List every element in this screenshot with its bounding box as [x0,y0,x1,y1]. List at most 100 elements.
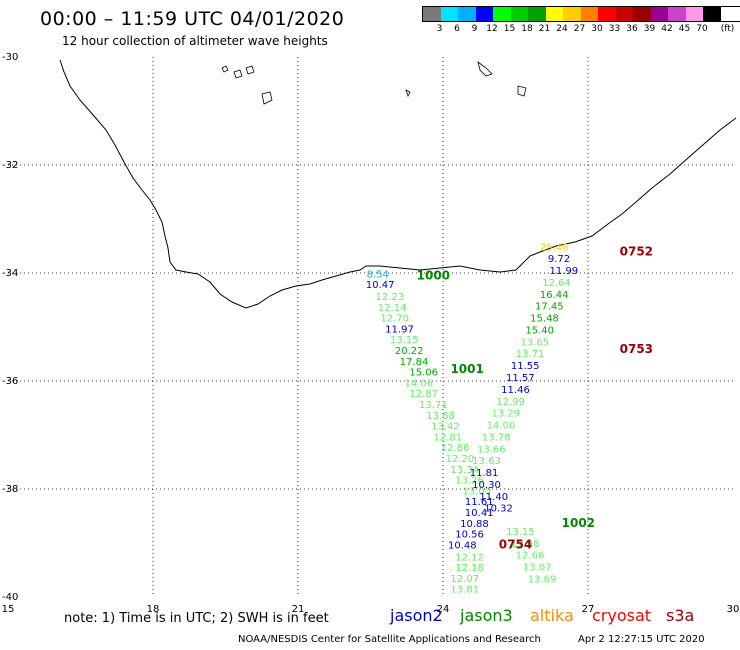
wave-height-value: 12.18 [455,563,484,574]
wave-height-value: 12.98 [511,539,540,550]
color-scale-swatch [440,7,458,21]
color-scale-label: 70 [696,24,708,34]
satellite-legend-s3a: s3a [666,606,695,625]
wave-height-value: 12.07 [450,574,479,585]
wave-height-value: 12.66 [516,551,545,562]
color-scale-label: 39 [643,24,656,34]
island-shape [245,65,255,75]
x-tick-label: 24 [437,604,450,615]
wave-height-value: 12.99 [496,397,525,408]
color-scale-label: (ft) [720,24,735,34]
color-scale-label: 6 [454,24,460,34]
wave-height-value: 10.88 [460,519,489,530]
color-scale: 3 6 9 12 15 18 21 24 27 30 33 36 39 42 45 70 (ft) [422,6,740,34]
color-scale-label: 27 [573,24,586,34]
color-scale-swatch [423,7,441,21]
wave-height-value: 13.29 [492,409,521,420]
color-scale-label: 36 [626,24,638,34]
color-scale-swatch [563,7,581,21]
wave-height-value: 11.55 [511,361,540,372]
color-scale-swatch [510,7,528,21]
wave-height-value: 13.34 [450,465,479,476]
color-scale-swatch [615,7,633,21]
wave-height-value: 12.12 [455,552,484,563]
page-subtitle: 12 hour collection of altimeter wave hei… [62,34,328,48]
axis-ticks: 15 18 21 24 27 30 -30 -32 -34 -36 -38 -40 [2,52,740,615]
wave-height-value: 13.26 [455,476,484,487]
wave-height-value: 14.00 [487,421,516,432]
wave-height-value: 10.47 [366,280,395,291]
wave-height-value: 13.78 [482,432,511,443]
wave-height-value: 16.44 [540,290,569,301]
wave-height-value: 11.40 [479,492,508,503]
wave-height-value: 11.99 [550,266,579,277]
y-tick-label: -34 [2,268,18,279]
pass-label: 0753 [620,342,653,356]
wave-height-value: 25.48 [540,242,569,253]
pass-label: 0752 [620,245,653,259]
wave-height-value: 13.68 [426,411,455,422]
color-scale-label: 42 [661,24,673,34]
color-scale-label: 30 [591,24,603,34]
y-tick-label: -40 [2,592,18,603]
color-scale-label: 18 [521,24,533,34]
x-tick-label: 21 [292,604,305,615]
satellite-legend-altika: altika [530,606,574,625]
south-africa-coastline [59,59,737,309]
wave-height-value: 13.65 [521,337,550,348]
wave-height-points: 8.5410.4712.2312.1412.7011.9713.1520.221… [366,242,578,595]
wave-height-value: 20.22 [395,346,424,357]
color-scale-swatch [580,7,598,21]
color-scale-label: 15 [503,24,516,34]
wave-height-value: 13.07 [523,563,552,574]
wave-height-value: 11.97 [385,324,414,335]
wave-height-value: 13.81 [450,585,479,596]
wave-height-value: 13.71 [516,349,545,360]
color-scale-swatch [668,7,686,21]
wave-height-value: 11.81 [470,468,499,479]
wave-height-value: 13.15 [390,335,419,346]
wave-height-value: 13.71 [419,400,448,411]
satellite-legend-cryosat: cryosat [592,606,652,625]
island-shape [233,69,243,79]
color-scale-swatch [703,7,721,21]
island-shape [405,89,411,98]
wave-height-value: 8.54 [367,269,389,280]
color-scale-swatches [422,6,740,22]
island-shape [517,85,527,97]
wave-height-value: 13.15 [506,527,535,538]
color-scale-label: 21 [538,24,551,34]
pass-label: 1001 [450,362,483,376]
wave-height-value: 17.45 [535,302,564,313]
pass-label: 0754 [499,537,532,551]
island-shape [261,91,273,105]
timestamp-text: Apr 2 12:27:15 UTC 2020 [578,634,705,645]
x-tick-label: 15 [2,604,15,615]
wave-height-value: 11.61 [465,497,494,508]
wave-height-value: 10.32 [484,504,513,515]
color-scale-swatch [633,7,651,21]
wave-height-value: 11.57 [506,373,535,384]
page-title: 00:00 – 11:59 UTC 04/01/2020 [40,8,345,30]
y-tick-label: -38 [2,484,18,495]
color-scale-label: 45 [678,24,691,34]
color-scale-label: 12 [486,24,498,34]
color-scale-label: 9 [471,24,478,34]
wave-height-value: 12.86 [441,443,470,454]
wave-height-value: 15.40 [525,325,554,336]
color-scale-swatch [475,7,493,21]
wave-height-value: 12.81 [434,432,463,443]
wave-height-value: 12.14 [378,303,407,314]
x-tick-label: 18 [147,604,160,615]
wave-height-value: 10.56 [455,530,484,541]
pass-label: 1000 [417,268,450,282]
credit-text: NOAA/NESDIS Center for Satellite Applica… [238,634,541,645]
wave-height-value: 13.42 [431,422,460,433]
color-scale-swatch [685,7,703,21]
note-text: note: 1) Time is in UTC; 2) SWH is in fe… [64,611,329,626]
satellite-legend-jason2: jason2 [390,606,443,625]
x-tick-label: 30 [727,604,740,615]
wave-height-value: 12.20 [446,454,475,465]
y-tick-label: -36 [2,376,18,387]
